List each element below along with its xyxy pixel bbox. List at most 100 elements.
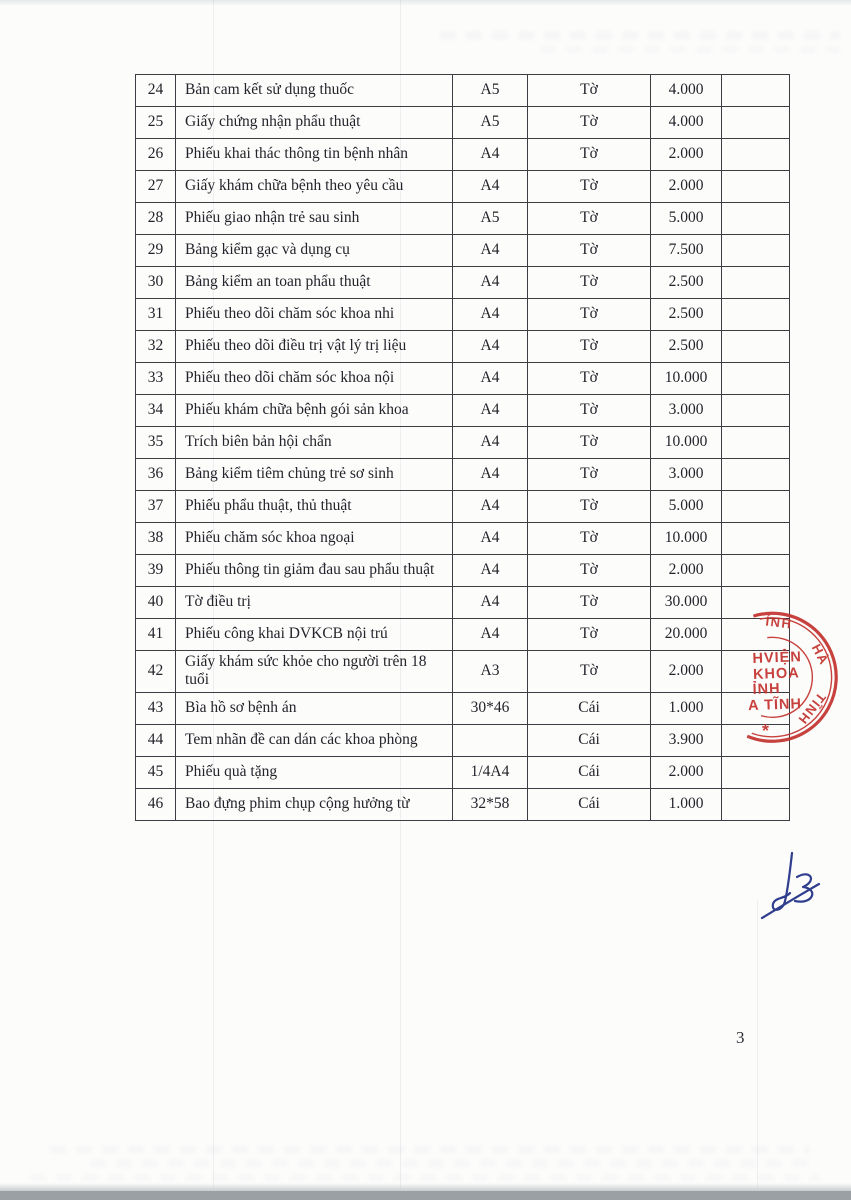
item-price: 10.000 [650,522,722,555]
item-unit: Cái [527,787,651,821]
table-row: 43 Bìa hồ sơ bệnh án 30*46 Cái 1.000 [135,691,790,725]
item-size [452,723,528,757]
item-price: 10.000 [650,362,722,395]
table-row: 39 Phiếu thông tin giảm đau sau phẩu thu… [135,554,790,587]
item-unit: Cái [527,755,651,789]
item-name: Phiếu thông tin giảm đau sau phẩu thuật [175,554,453,587]
table-row: 37 Phiếu phẩu thuật, thủ thuật A4 Tờ 5.0… [135,490,790,523]
item-unit: Tờ [527,426,651,459]
row-number: 44 [135,723,176,757]
item-unit: Tờ [527,394,651,427]
scan-bleed-smudge [540,46,840,53]
scan-edge-top [0,0,851,6]
item-name: Tờ điều trị [175,586,453,619]
item-size: A5 [452,106,528,139]
item-price: 5.000 [650,202,722,235]
item-size: 1/4A4 [452,755,528,789]
item-name: Phiếu công khai DVKCB nội trú [175,618,453,651]
row-number: 36 [135,458,176,491]
item-note [721,298,790,331]
item-unit: Cái [527,691,651,725]
item-size: A4 [452,522,528,555]
item-note [721,170,790,203]
item-name: Bản cam kết sử dụng thuốc [175,74,453,107]
table-row: 44 Tem nhãn đề can dán các khoa phòng Cá… [135,723,790,757]
row-number: 30 [135,266,176,299]
item-note [721,266,790,299]
item-price: 10.000 [650,426,722,459]
item-size: A4 [452,458,528,491]
item-price: 2.000 [650,138,722,171]
row-number: 38 [135,522,176,555]
row-number: 35 [135,426,176,459]
item-size: A4 [452,170,528,203]
table-row: 35 Trích biên bản hội chẩn A4 Tờ 10.000 [135,426,790,459]
item-note [721,723,790,757]
item-unit: Tờ [527,362,651,395]
item-note [721,106,790,139]
row-number: 41 [135,618,176,651]
item-size: A5 [452,202,528,235]
row-number: 32 [135,330,176,363]
row-number: 25 [135,106,176,139]
item-unit: Tờ [527,586,651,619]
scan-bleed-smudge [50,1146,810,1153]
row-number: 39 [135,554,176,587]
scan-streak [757,900,758,1200]
table-row: 42 Giấy khám sức khỏe cho người trên 18 … [135,650,790,693]
item-size: A4 [452,394,528,427]
signature-mark [760,851,821,920]
table-row: 31 Phiếu theo dõi chăm sóc khoa nhi A4 T… [135,298,790,331]
table-row: 38 Phiếu chăm sóc khoa ngoại A4 Tờ 10.00… [135,522,790,555]
row-number: 46 [135,787,176,821]
stamp-arc-text-bottom: TĨNH [795,690,829,728]
item-note [721,554,790,587]
page-number: 3 [736,1028,745,1047]
item-size: A4 [452,490,528,523]
item-price: 20.000 [650,618,722,651]
row-number: 43 [135,691,176,725]
item-size: A4 [452,618,528,651]
item-note [721,618,790,651]
row-number: 24 [135,74,176,107]
item-name: Phiếu phẩu thuật, thủ thuật [175,490,453,523]
item-unit: Cái [527,723,651,757]
item-note [721,234,790,267]
item-name: Tem nhãn đề can dán các khoa phòng [175,723,453,757]
item-price: 5.000 [650,490,722,523]
item-unit: Tờ [527,618,651,651]
item-price: 3.000 [650,458,722,491]
row-number: 26 [135,138,176,171]
item-size: A4 [452,586,528,619]
table-row: 45 Phiếu quà tặng 1/4A4 Cái 2.000 [135,755,790,789]
item-unit: Tờ [527,298,651,331]
price-list-table: 24 Bản cam kết sử dụng thuốc A5 Tờ 4.000… [135,74,790,821]
item-price: 30.000 [650,586,722,619]
item-name: Phiếu giao nhận trẻ sau sinh [175,202,453,235]
item-price: 2.000 [650,650,722,693]
scan-edge-bottom-soft [0,1183,851,1191]
table-row: 24 Bản cam kết sử dụng thuốc A5 Tờ 4.000 [135,74,790,107]
item-unit: Tờ [527,490,651,523]
item-name: Giấy chứng nhận phẩu thuật [175,106,453,139]
item-note [721,755,790,789]
item-price: 2.000 [650,755,722,789]
item-price: 7.500 [650,234,722,267]
item-name: Phiếu quà tặng [175,755,453,789]
scan-edge-bottom [0,1191,851,1200]
item-name: Phiếu theo dõi chăm sóc khoa nội [175,362,453,395]
item-name: Trích biên bản hội chẩn [175,426,453,459]
item-unit: Tờ [527,458,651,491]
row-number: 31 [135,298,176,331]
item-name: Phiếu theo dõi chăm sóc khoa nhi [175,298,453,331]
row-number: 29 [135,234,176,267]
item-name: Bảng kiểm an toan phẩu thuật [175,266,453,299]
item-name: Bảng kiểm tiêm chủng trẻ sơ sinh [175,458,453,491]
row-number: 33 [135,362,176,395]
item-note [721,394,790,427]
item-name: Bảng kiểm gạc và dụng cụ [175,234,453,267]
item-unit: Tờ [527,522,651,555]
table-row: 46 Bao đựng phim chụp cộng hưởng từ 32*5… [135,787,790,821]
stamp-arc-text-right: HÀ [809,641,832,667]
item-size: A4 [452,362,528,395]
